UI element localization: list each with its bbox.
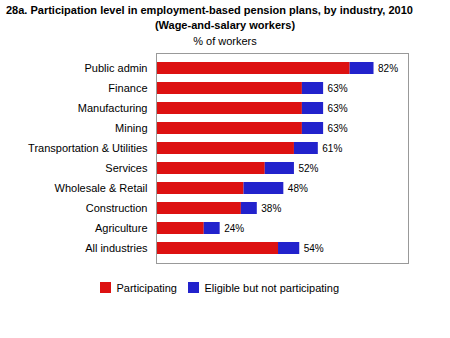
svg-text:Agriculture: Agriculture: [95, 222, 148, 234]
svg-text:Transportation & Utilities: Transportation & Utilities: [28, 142, 148, 154]
svg-text:Wholesale & Retail: Wholesale & Retail: [55, 182, 148, 194]
svg-text:Mining: Mining: [115, 122, 147, 134]
svg-text:Public admin: Public admin: [85, 62, 148, 74]
html-text:% of workers: % of workers: [193, 35, 257, 47]
svg-text:Services: Services: [105, 162, 148, 174]
svg-text:63%: 63%: [328, 103, 348, 114]
svg-text:Construction: Construction: [86, 202, 148, 214]
html-text:Eligible but not participating: Eligible but not participating: [204, 281, 339, 294]
svg-text:61%: 61%: [322, 143, 342, 154]
svg-text:54%: 54%: [304, 243, 324, 254]
svg-text:63%: 63%: [328, 83, 348, 94]
html-text:28a. Participation level in em: 28a. Participation level in employment-b…: [6, 4, 413, 16]
svg-text:48%: 48%: [288, 183, 308, 194]
svg-text:82%: 82%: [378, 63, 398, 74]
svg-text:38%: 38%: [261, 203, 281, 214]
svg-text:Finance: Finance: [108, 82, 147, 94]
svg-text:24%: 24%: [224, 223, 244, 234]
html-text:Participating: Participating: [116, 281, 177, 294]
html-text:(Wage-and-salary workers): (Wage-and-salary workers): [154, 19, 296, 31]
svg-text:52%: 52%: [298, 163, 318, 174]
svg-text:All industries: All industries: [85, 242, 148, 254]
svg-text:Manufacturing: Manufacturing: [78, 102, 148, 114]
svg-text:63%: 63%: [328, 123, 348, 134]
